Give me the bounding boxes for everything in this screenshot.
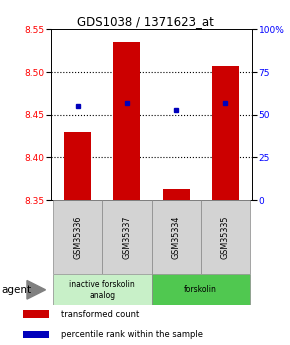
Bar: [201, 200, 250, 274]
Text: transformed count: transformed count: [61, 309, 139, 318]
Bar: [23, 331, 49, 338]
Bar: [152, 200, 201, 274]
Bar: [53, 274, 152, 305]
Text: GSM35335: GSM35335: [221, 215, 230, 259]
Bar: [212, 66, 239, 200]
Bar: [64, 132, 91, 200]
Bar: [23, 310, 49, 318]
Bar: [163, 189, 190, 200]
Polygon shape: [27, 280, 46, 299]
Text: forskolin: forskolin: [184, 285, 217, 294]
Bar: [113, 42, 140, 200]
Text: GSM35337: GSM35337: [122, 215, 131, 259]
Bar: [152, 274, 250, 305]
Text: inactive forskolin
analog: inactive forskolin analog: [70, 280, 135, 299]
Text: GSM35334: GSM35334: [172, 216, 181, 259]
Text: agent: agent: [1, 285, 32, 295]
Text: percentile rank within the sample: percentile rank within the sample: [61, 330, 203, 339]
Text: GDS1038 / 1371623_at: GDS1038 / 1371623_at: [77, 16, 213, 29]
Bar: [53, 200, 102, 274]
Text: GSM35336: GSM35336: [73, 216, 82, 259]
Bar: [102, 200, 152, 274]
